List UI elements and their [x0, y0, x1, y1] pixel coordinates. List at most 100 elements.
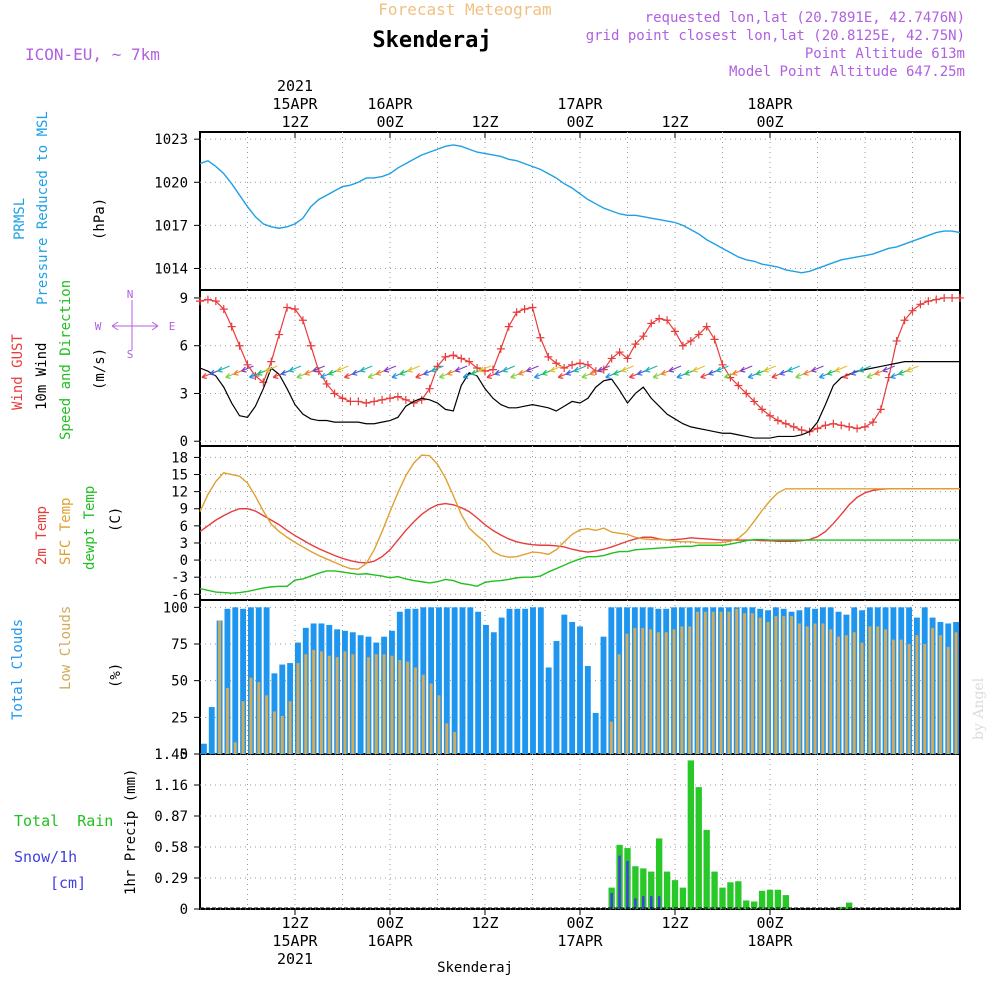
gust-point	[734, 381, 743, 390]
gust-point	[441, 352, 450, 361]
y-tick-label: 25	[171, 710, 188, 726]
gust-point	[354, 397, 363, 406]
compass-w: W	[95, 320, 102, 333]
gust-point	[607, 354, 616, 363]
gust-point	[298, 316, 307, 325]
gust-point	[275, 330, 284, 339]
bottom-axis-label: 00Z	[566, 914, 593, 932]
low-cloud-bar	[782, 616, 786, 754]
low-cloud-bar	[296, 663, 300, 754]
gust-point	[766, 411, 774, 420]
low-cloud-bar	[225, 688, 229, 754]
wind-arrow	[906, 365, 919, 373]
top-axis-label: 12Z	[281, 113, 308, 131]
gust-point	[671, 327, 679, 336]
gust-point	[370, 397, 379, 406]
top-axis-label: 18APR	[747, 95, 793, 113]
gust-point	[425, 384, 434, 393]
low-cloud-bar	[453, 732, 457, 754]
low-cloud-bar	[304, 654, 308, 754]
low-cloud-bar	[884, 629, 888, 754]
wind-arrow	[312, 365, 325, 373]
low-cloud-bar	[351, 654, 355, 754]
gust-point	[211, 297, 220, 306]
rain-bar	[663, 871, 671, 909]
bottom-axis-label: 12Z	[471, 914, 498, 932]
total-cloud-bar	[569, 622, 576, 754]
low-cloud-bar	[743, 613, 747, 754]
y-tick-label: 0	[180, 434, 188, 450]
wind-arrow	[763, 365, 777, 373]
total-cloud-bar	[600, 636, 607, 754]
top-axis-label: 00Z	[376, 113, 403, 131]
y-tick-label: 0.87	[154, 809, 188, 825]
gust-point	[291, 305, 299, 314]
wind-arrow	[621, 365, 634, 373]
bottom-axis-label: 18APR	[747, 932, 793, 950]
bottom-axis-label: 12Z	[661, 914, 688, 932]
snow-bar	[642, 896, 645, 909]
low-cloud-bar	[750, 613, 754, 754]
gust-point	[552, 359, 561, 368]
total-cloud-bar	[514, 608, 521, 754]
low-cloud-bar	[844, 635, 848, 754]
total-cloud-bar	[577, 626, 583, 754]
wind-arrow	[454, 365, 468, 373]
gust-point	[837, 421, 846, 430]
y-tick-label: 100	[163, 600, 188, 616]
gust-point	[243, 360, 252, 369]
gust-point	[702, 322, 711, 331]
gust-point	[845, 422, 854, 431]
gust-point	[393, 392, 402, 401]
low-cloud-bar	[790, 616, 794, 754]
compass-rose: N W E S	[95, 288, 176, 361]
low-cloud-bar	[805, 626, 809, 754]
gust-point	[386, 394, 394, 403]
wind-arrow	[336, 365, 349, 373]
top-axis-label: 16APR	[367, 95, 413, 113]
wind-arrow	[217, 365, 230, 373]
gust-point	[496, 344, 505, 353]
total-cloud-bar	[490, 632, 497, 754]
total-cloud-bar	[459, 607, 466, 754]
y-tick-label: 12	[171, 485, 188, 501]
y-tick-label: 6	[180, 519, 188, 535]
total-cloud-bar	[467, 607, 474, 754]
wind-arrow	[858, 365, 872, 373]
total-cloud-bar	[498, 617, 505, 754]
rain-bar	[711, 871, 718, 909]
low-cloud-bar	[233, 742, 237, 754]
low-cloud-bar	[382, 654, 386, 754]
wind-arrow	[692, 365, 705, 373]
gust-point	[892, 336, 901, 345]
low-cloud-bar	[374, 654, 378, 754]
wind-arrow	[811, 365, 824, 373]
wind-arrow	[739, 365, 753, 373]
gust-point	[536, 333, 545, 342]
low-cloud-bar	[680, 626, 684, 754]
total-cloud-bar	[608, 607, 615, 754]
low-cloud-bar	[860, 642, 864, 754]
compass-s: S	[127, 348, 134, 361]
low-cloud-bar	[899, 639, 903, 754]
y-tick-label: 1014	[154, 261, 188, 277]
gust-point	[401, 395, 410, 404]
low-cloud-bar	[664, 632, 668, 754]
rain-bar	[758, 890, 766, 909]
low-cloud-bar	[774, 616, 778, 754]
rain-bar	[838, 906, 845, 909]
low-cloud-bar	[312, 649, 316, 754]
low-cloud-bar	[938, 635, 942, 754]
snow-bar	[618, 855, 621, 909]
rain-bar	[640, 868, 647, 909]
wind-speed-line	[199, 361, 960, 439]
total-cloud-bar	[279, 664, 286, 754]
low-cloud-bar	[437, 695, 441, 754]
low-cloud-bar	[609, 721, 613, 754]
total-cloud-bar	[443, 607, 450, 754]
y-tick-label: 0	[180, 747, 188, 763]
label-2m-temp: 2m Temp	[34, 506, 50, 565]
low-cloud-bar	[641, 627, 645, 754]
gust-point	[908, 306, 917, 315]
rain-bar	[703, 829, 710, 909]
